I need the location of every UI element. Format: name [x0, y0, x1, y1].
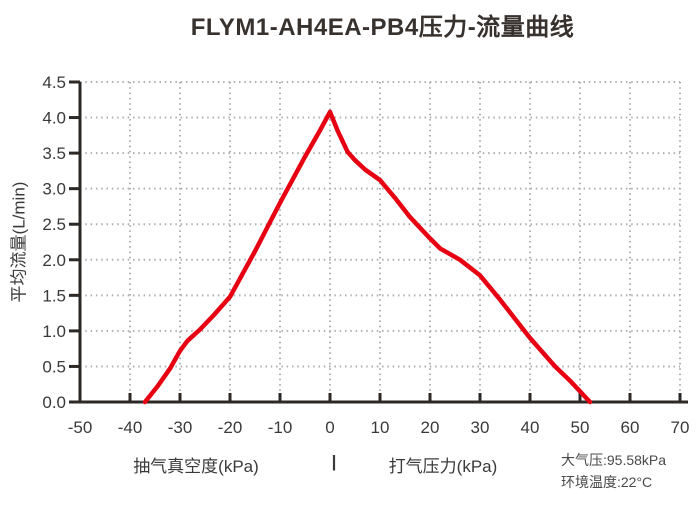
ambient-temperature-note: 环境温度:22°C — [561, 474, 653, 490]
y-tick-label: 4.5 — [42, 73, 66, 92]
x-tick-label: 40 — [521, 418, 540, 437]
y-tick-label: 3.5 — [42, 144, 66, 163]
x-tick-label: 30 — [471, 418, 490, 437]
x-axis-label-pressure: 打气压力(kPa) — [388, 457, 498, 476]
y-tick-label: 3.0 — [42, 180, 66, 199]
x-axis-label-separator: | — [331, 452, 337, 471]
x-tick-label: -40 — [118, 418, 143, 437]
x-tick-label: -20 — [218, 418, 243, 437]
x-tick-label: -50 — [68, 418, 93, 437]
y-tick-label: 0.5 — [42, 357, 66, 376]
x-tick-label: -10 — [268, 418, 293, 437]
y-tick-label: 2.5 — [42, 215, 66, 234]
environment-notes: 大气压:95.58kPa 环境温度:22°C — [561, 449, 699, 493]
atmospheric-pressure-note: 大气压:95.58kPa — [561, 452, 667, 468]
chart-title: FLYM1-AH4EA-PB4压力-流量曲线 — [190, 14, 575, 41]
x-tick-label: 50 — [571, 418, 590, 437]
y-tick-label: 0.0 — [42, 393, 66, 412]
y-tick-label: 4.0 — [42, 109, 66, 128]
y-tick-label: 1.5 — [42, 286, 66, 305]
x-axis-caption: 抽气真空度(kPa) | 打气压力(kPa) — [0, 452, 700, 478]
x-tick-label: 0 — [325, 418, 334, 437]
x-tick-label: 10 — [371, 418, 390, 437]
x-tick-label: 60 — [621, 418, 640, 437]
y-tick-label: 2.0 — [42, 251, 66, 270]
y-tick-label: 1.0 — [42, 322, 66, 341]
flow-curve — [142, 109, 593, 405]
x-tick-label: 20 — [421, 418, 440, 437]
x-tick-label: 70 — [671, 418, 690, 437]
x-axis-label-vacuum: 抽气真空度(kPa) — [133, 457, 259, 476]
x-tick-label: -30 — [168, 418, 193, 437]
